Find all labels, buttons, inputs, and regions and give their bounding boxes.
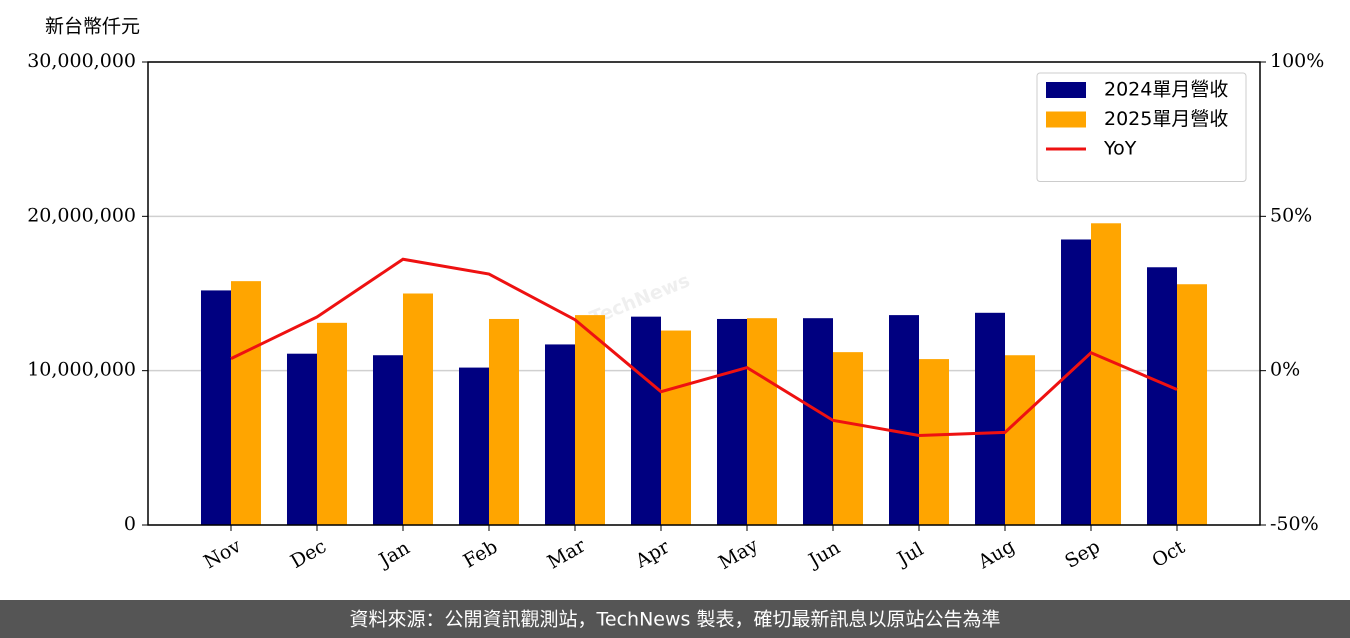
bar bbox=[1177, 284, 1208, 525]
bar bbox=[488, 318, 519, 525]
bar bbox=[1061, 239, 1092, 525]
bar bbox=[458, 367, 489, 525]
x-tick-label: Feb bbox=[460, 536, 502, 573]
source-note: 資料來源：公開資訊觀測站，TechNews 製表，確切最新訊息以原站公告為準 bbox=[350, 609, 1001, 631]
line-series bbox=[230, 257, 1178, 437]
bar bbox=[630, 316, 661, 525]
x-tick-label: Aug bbox=[974, 535, 1019, 574]
bar bbox=[747, 318, 778, 525]
y2-tick-label: 100% bbox=[1270, 50, 1324, 72]
x-tick-label: May bbox=[715, 534, 762, 574]
x-tick-label: Apr bbox=[631, 535, 674, 572]
legend-label: 2025單月營收 bbox=[1104, 108, 1228, 130]
bar bbox=[574, 315, 605, 525]
x-tick-label: Jan bbox=[374, 537, 414, 573]
bar bbox=[803, 318, 834, 525]
bar bbox=[286, 353, 317, 525]
bar bbox=[1005, 355, 1036, 525]
bar bbox=[544, 344, 575, 525]
x-tick-label: Jun bbox=[803, 537, 844, 573]
y2-tick-label: -50% bbox=[1270, 513, 1319, 535]
x-tick-label: Mar bbox=[544, 534, 590, 573]
y-tick-label: 20,000,000 bbox=[27, 204, 136, 226]
y-tick-label: 0 bbox=[124, 513, 136, 535]
y-tick-label: 30,000,000 bbox=[27, 50, 136, 72]
bar bbox=[889, 315, 920, 525]
legend-swatch bbox=[1046, 111, 1086, 128]
y2-tick-label: 50% bbox=[1270, 204, 1312, 226]
x-tick-label: Dec bbox=[287, 535, 330, 573]
y-axis-label: 新台幣仟元 bbox=[45, 16, 140, 38]
bar bbox=[919, 359, 950, 525]
bar bbox=[833, 352, 864, 525]
x-tick-label: Jul bbox=[892, 538, 927, 571]
bar bbox=[372, 355, 403, 525]
bar bbox=[660, 330, 691, 525]
legend-swatch bbox=[1046, 82, 1086, 98]
y-tick-label: 10,000,000 bbox=[27, 359, 136, 381]
bar bbox=[402, 293, 433, 525]
x-tick-label: Nov bbox=[200, 535, 245, 574]
plot-frame bbox=[147, 61, 1261, 526]
legend-label: YoY bbox=[1103, 138, 1137, 160]
footer-bar bbox=[0, 600, 1350, 638]
bar bbox=[316, 322, 347, 525]
bar bbox=[717, 318, 748, 525]
x-tick-label: Sep bbox=[1061, 535, 1104, 572]
y2-tick-label: 0% bbox=[1270, 359, 1300, 381]
bar bbox=[230, 281, 261, 525]
bar bbox=[1091, 223, 1122, 526]
legend-box bbox=[1036, 72, 1247, 182]
x-tick-label: Oct bbox=[1148, 536, 1189, 572]
legend-label: 2024單月營收 bbox=[1104, 79, 1228, 101]
bar bbox=[1147, 267, 1178, 525]
bar bbox=[200, 290, 231, 525]
bar bbox=[975, 312, 1006, 525]
